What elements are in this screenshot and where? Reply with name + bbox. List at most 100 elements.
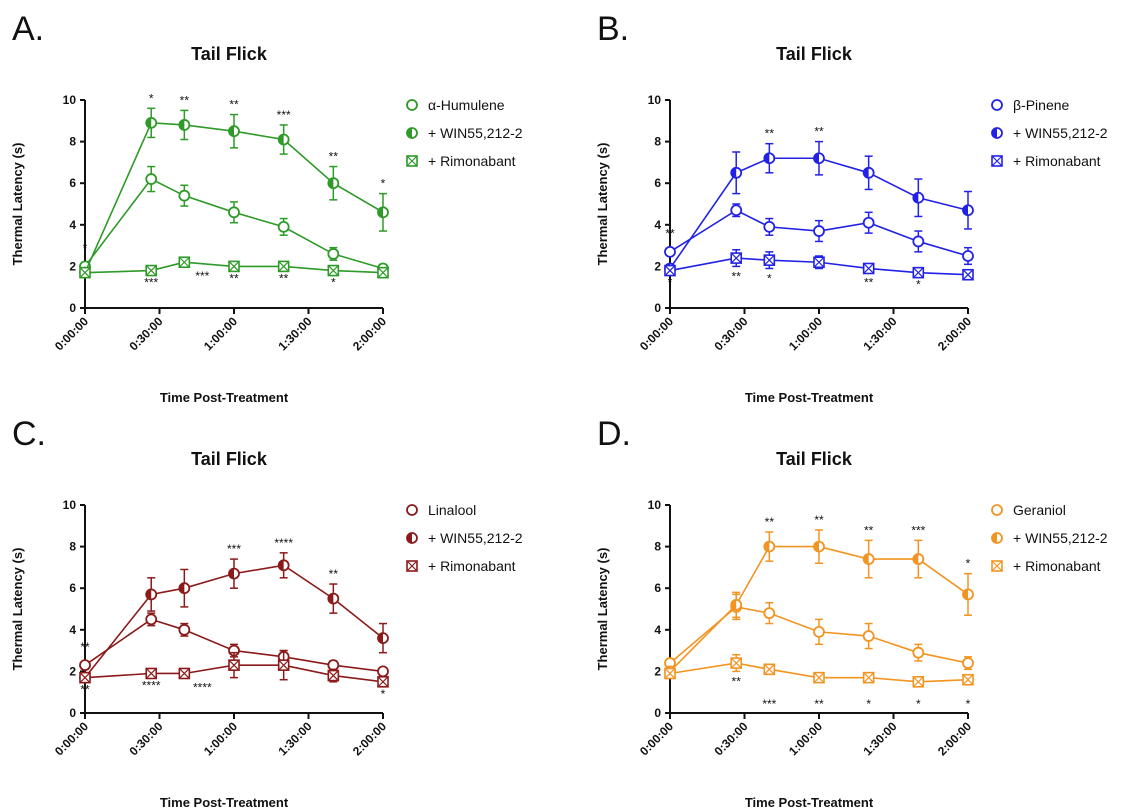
significance-annotation: * [767,271,772,285]
y-tick-label: 6 [654,176,661,190]
significance-annotation: ** [279,271,289,285]
legend-label: + WIN55,212-2 [1013,125,1108,141]
y-axis-label: Thermal Latency (s) [10,143,25,266]
significance-annotation: * [381,177,386,191]
marker-cross [79,267,91,279]
panel-label: D. [597,415,631,453]
legend-label: + WIN55,212-2 [1013,530,1108,546]
marker-fill [863,554,869,565]
legend-label: α-Humulene [428,97,505,113]
y-tick-label: 8 [69,135,76,149]
x-axis-label: Time Post-Treatment [160,795,289,810]
data-point [327,264,340,277]
data-point [912,675,925,688]
significance-annotation: ** [814,697,824,711]
significance-annotation: **** [193,680,212,694]
x-tick-label: 2:00:00 [350,314,389,353]
marker-fill [179,119,185,130]
marker-cross [377,676,389,688]
legend-item: + Rimonabant [991,558,1101,574]
data-point [862,553,875,565]
marker-cross [327,670,339,681]
significance-annotation: * [331,276,336,290]
marker-cross [664,668,676,679]
data-point [377,266,389,279]
legend-marker [991,560,1003,572]
significance-annotation: *** [277,108,291,122]
data-point [228,260,240,273]
data-point [730,598,743,611]
x-tick-label: 2:00:00 [935,314,974,353]
data-point [763,607,776,620]
significance-annotation: * [381,687,386,701]
significance-annotation: **** [274,536,293,550]
x-axis-label: Time Post-Treatment [745,795,874,810]
data-point [763,540,776,553]
legend-label: Linalool [428,502,476,518]
data-point [145,613,158,626]
marker-cross [406,155,418,167]
series-rimonabant [664,249,974,281]
data-point [228,125,240,138]
marker-fill [229,568,234,579]
data-point [962,588,974,601]
significance-annotation: ** [80,683,90,697]
x-tick-label: 0:00:00 [52,719,91,758]
y-tick-label: 4 [654,623,661,637]
panel-a: A. Tail Flick 0 2 4 6 8 10 Thermal Latency (s) 0… [0,0,560,405]
legend-marker [991,99,1003,111]
marker-cross [991,560,1003,572]
data-point [277,659,290,671]
legend-label: + Rimonabant [1013,558,1101,574]
data-point [912,191,925,204]
data-point [145,173,158,185]
significance-annotation: ** [732,674,742,688]
data-point [377,632,389,645]
x-tick-label: 0:30:00 [126,314,165,353]
y-tick-label: 2 [654,664,661,678]
x-tick-label: 0:00:00 [52,314,91,353]
marker-fill [731,599,737,610]
chart-title: Tail Flick [191,44,268,64]
tail-flick-chart-d: Tail Flick 0 2 4 6 8 10 Thermal Latency (s) 0:00… [595,449,1108,810]
marker-fill [731,167,737,178]
data-point [962,657,974,669]
data-point [79,266,91,279]
x-tick-label: 1:00:00 [786,314,825,353]
y-tick-label: 0 [654,301,661,315]
marker-fill [913,554,919,565]
y-axis-label: Thermal Latency (s) [595,143,610,266]
marker-cross [912,267,924,279]
significance-annotation: *** [911,523,925,537]
marker-cross [228,260,240,272]
marker-cross [962,674,974,686]
data-point [277,133,290,146]
data-point [145,588,158,601]
x-tick-label: 0:30:00 [711,314,750,353]
chart-title: Tail Flick [776,44,853,64]
x-tick-label: 0:00:00 [637,314,676,353]
data-point [763,152,776,165]
data-point [377,665,389,678]
x-tick-label: 1:00:00 [786,719,825,758]
marker-cross [178,256,190,268]
series-rimonabant [664,654,974,688]
x-tick-label: 0:30:00 [126,719,165,758]
series-terpene [79,165,389,275]
legend-item: Linalool [406,502,476,518]
legend-item: Geraniol [991,502,1066,518]
marker-cross [145,265,157,276]
series-win55212 [79,552,389,684]
data-point [862,216,875,229]
legend-marker [406,560,418,572]
significance-annotation: * [916,278,921,292]
data-point [327,177,340,190]
data-point [962,673,974,686]
data-point [962,268,974,281]
x-tick-label: 1:30:00 [275,719,314,758]
legend-item: + WIN55,212-2 [406,125,523,141]
significance-annotation: ** [864,276,874,290]
marker-cross [730,657,742,669]
data-point [178,189,191,202]
data-point [377,675,389,688]
